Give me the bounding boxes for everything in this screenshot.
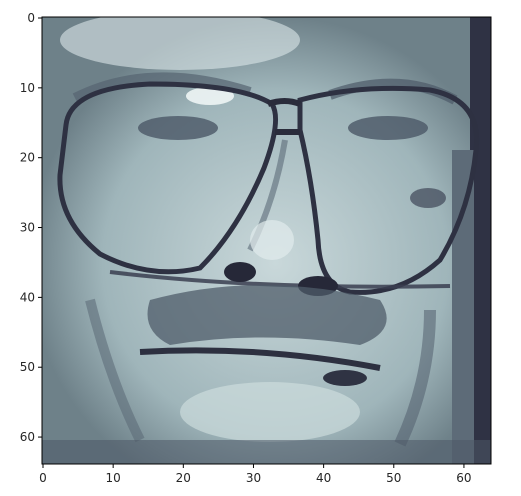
- glasses-bridge: [267, 98, 302, 107]
- left-lens: [57, 81, 279, 275]
- left-eye-glint: [186, 87, 234, 105]
- y-tick-label: 30: [20, 221, 35, 235]
- forehead-highlight: [60, 17, 300, 70]
- left-eye: [138, 116, 218, 140]
- x-tick-label: 40: [316, 471, 331, 485]
- x-tick-label: 10: [106, 471, 121, 485]
- glasses-lower-rim: [109, 270, 451, 289]
- y-tick-label: 50: [20, 360, 35, 374]
- bottom-shadow: [42, 440, 491, 464]
- moustache: [147, 285, 387, 345]
- x-tick-label: 0: [39, 471, 47, 485]
- axes-frame: [41, 16, 492, 465]
- x-tick-label: 60: [456, 471, 471, 485]
- left-cheek-fold: [85, 298, 145, 443]
- x-tick-label: 20: [176, 471, 191, 485]
- x-axis: 0 10 20 30 40 50 60: [39, 464, 472, 485]
- chin-highlight: [180, 382, 360, 442]
- left-nostril: [224, 262, 256, 282]
- mouth-corner-shadow: [323, 370, 367, 386]
- y-tick-label: 40: [20, 290, 35, 304]
- right-cheek-fold: [394, 309, 436, 447]
- y-tick-label: 60: [20, 430, 35, 444]
- right-eye-shadow: [410, 188, 446, 208]
- right-eye: [348, 116, 428, 140]
- left-eyebrow: [72, 72, 252, 103]
- mouth-line: [139, 347, 381, 371]
- y-tick-label: 0: [27, 11, 35, 25]
- x-tick-label: 50: [386, 471, 401, 485]
- x-tick-label: 30: [246, 471, 261, 485]
- y-tick-label: 20: [20, 151, 35, 165]
- hair-shadow-right-soft: [452, 150, 474, 464]
- right-lens: [297, 85, 480, 295]
- y-tick-label: 10: [20, 81, 35, 95]
- image-area: [42, 17, 491, 464]
- nose-tip-highlight: [250, 220, 294, 260]
- y-axis: 0 10 20 30 40 50 60: [20, 11, 42, 444]
